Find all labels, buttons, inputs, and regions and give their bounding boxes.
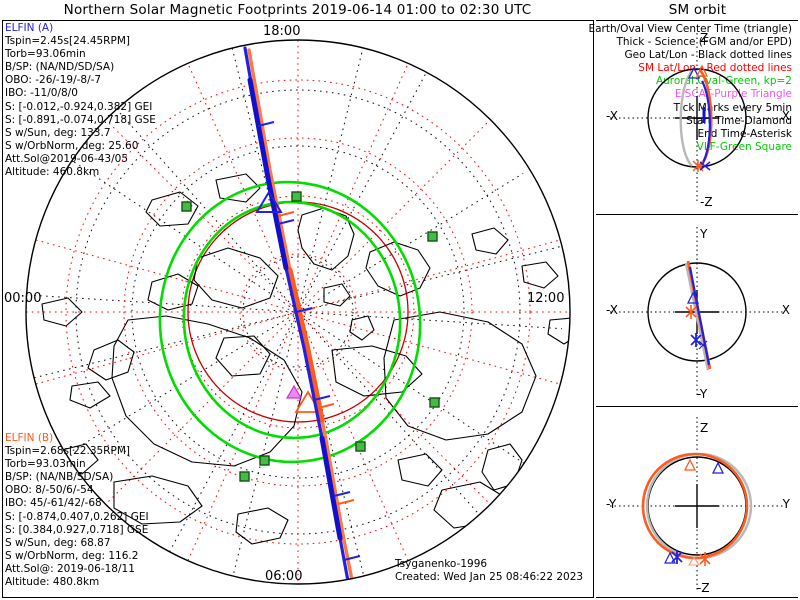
elfin-b-line-0: Tspin=2.68s[22.35RPM]: [5, 445, 130, 458]
sm-xz-axis-bottom: -Z: [700, 195, 713, 209]
elfin-a-line-2: B/SP: (NA/ND/SD/SA): [5, 61, 115, 74]
polar-map-frame: [2, 20, 594, 598]
elfin-a-line-8: S w/OrbNorm, deg: 25.60: [5, 139, 139, 152]
auroral-oval: [158, 180, 422, 464]
sm-xy-axis-top: Y: [700, 226, 708, 241]
sm-xy-axis-bottom: -Y: [697, 386, 708, 401]
legend-item-eiscat: EISCAT-Purple Triangle: [674, 88, 792, 101]
elfin-b-line-8: S w/OrbNorm, deg: 116.2: [5, 549, 139, 562]
sm-xy-axis-right: X: [781, 302, 790, 317]
sm-orbit-panel-xy: Y -X X -Y: [596, 213, 798, 407]
sm-yz-axis-bottom: -Z: [697, 581, 710, 596]
sm-xy-axis-left: -X: [606, 302, 618, 317]
credit-block: Tsyganenko-1996 Created: Wed Jan 25 08:4…: [395, 558, 583, 584]
elfin-a-line-7: S w/Sun, deg: 133.7: [5, 126, 111, 139]
elfin-b-line-7: S w/Sun, deg: 68.87: [5, 536, 111, 549]
elfin-a-line-9: Att.Sol@2019-06-43/05: [5, 152, 128, 165]
mlt-label-bottom: 06:00: [265, 569, 303, 584]
map-legend: Earth/Oval View Center Time (triangle) T…: [588, 23, 792, 154]
sm-xz-axis-left: -X: [606, 109, 618, 123]
elfin-b-line-2: B/SP: (NA/NB/SD/SA): [5, 471, 114, 484]
elfin-b-line-10: Altitude: 480.8km: [5, 576, 100, 589]
elfin-b-line-1: Torb=93.03min: [5, 458, 86, 471]
legend-item-sm-latlon: SM Lat/Lon - Red dotted lines: [638, 62, 792, 75]
elfin-a-line-0: Tspin=2.45s[24.45RPM]: [5, 35, 130, 48]
elfin-a-line-3: OBO: -26/-19/-8/-7: [5, 74, 102, 87]
elfin-a-name: ELFIN (A): [5, 22, 54, 34]
sm-orbit-column: Z -X X -Z: [596, 20, 798, 598]
sm-xz-axis-top: Z: [700, 31, 709, 45]
sm-orbit-panel-title: SM orbit: [668, 2, 727, 18]
sm-orbit-panel-yz: Z -Y Y -Z: [596, 406, 798, 599]
created-stamp: Created: Wed Jan 25 08:46:22 2023: [395, 571, 584, 584]
mlt-label-top: 18:00: [263, 24, 301, 39]
page-title: Northern Solar Magnetic Footprints 2019-…: [63, 2, 532, 18]
elfin-a-line-10: Altitude: 460.8km: [5, 166, 100, 179]
legend-item-view-center-time: Earth/Oval View Center Time (triangle): [588, 23, 792, 35]
sm-yz-axis-top: Z: [700, 421, 709, 436]
polar-map-plot: [25, 39, 571, 585]
legend-item-thick-science: Thick - Science (FGM and/or EPD): [616, 36, 792, 49]
eiscat-triangle-marker: [285, 384, 303, 399]
elfin-b-line-6: S: [0.384,0.927,0.718] GSE: [5, 523, 149, 536]
elfin-a-line-1: Torb=93.06min: [5, 48, 86, 61]
elfin-a-line-5: S: [-0.012,-0.924,0.382] GEI: [5, 100, 153, 113]
map-outer-circle: [25, 39, 571, 585]
sm-yz-axis-left: -Y: [606, 497, 617, 512]
model-name: Tsyganenko-1996: [395, 558, 488, 570]
elfin-a-line-6: S: [-0.891,-0.074,0.718] GSE: [5, 113, 156, 126]
elfin-b-line-5: S: [-0.874,0.407,0.262] GEI: [5, 510, 149, 523]
sm-yz-axis-right: Y: [782, 497, 790, 512]
elfin-b-line-9: Att.Sol@: 2019-06-18/11: [5, 562, 135, 575]
elfin-a-center-triangle: [255, 190, 283, 213]
legend-item-vlf: VLF-Green Square: [696, 140, 792, 153]
elfin-b-line-4: IBO: 45/-61/42/-68: [5, 497, 102, 510]
elfin-a-line-4: IBO: -11/0/8/0: [5, 87, 78, 100]
elfin-a-info-block: ELFIN (A) Tspin=2.45s[24.45RPM] Torb=93.…: [5, 22, 156, 179]
sm-xz-axis-right: X: [781, 109, 790, 123]
legend-item-geo-latlon: Geo Lat/Lon - Black dotted lines: [624, 49, 792, 62]
mlt-label-right: 12:00: [527, 291, 565, 306]
elfin-b-name: ELFIN (B): [5, 432, 54, 444]
mlt-label-left: 00:00: [4, 291, 42, 306]
elfin-b-line-3: OBO: 8/-50/6/-54: [5, 484, 94, 497]
elfin-b-info-block: ELFIN (B) Tspin=2.68s[22.35RPM] Torb=93.…: [5, 432, 149, 589]
vlf-station-markers: [181, 191, 440, 482]
legend-item-end-time: End Time-Asterisk: [697, 127, 792, 140]
sm-orbit-panel-xz: Z -X X -Z: [596, 21, 798, 214]
elfin-a-track: [243, 46, 361, 584]
